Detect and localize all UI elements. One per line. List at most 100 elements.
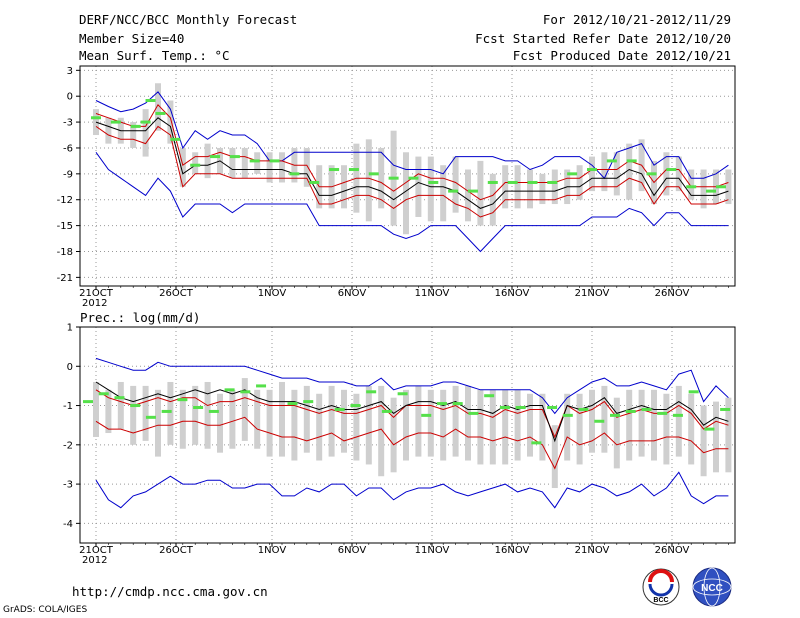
spread-box [576, 165, 583, 200]
y-tick-label: -9 [63, 169, 73, 180]
series-line-max [95, 91, 729, 180]
spread-box [564, 393, 571, 461]
observed-marker [348, 168, 359, 172]
observed-marker [190, 163, 201, 167]
observed-marker [193, 406, 204, 410]
spread-box [713, 401, 719, 473]
spread-box [527, 393, 533, 457]
spread-box [452, 156, 459, 213]
spread-box [576, 393, 583, 465]
bcc-logo: BCC [642, 568, 680, 606]
spread-box [415, 156, 422, 217]
spread-box [179, 147, 186, 187]
observed-marker [130, 124, 141, 128]
observed-marker [547, 406, 558, 410]
spread-box [365, 139, 372, 222]
spread-box [725, 169, 732, 205]
spread-box [105, 389, 112, 434]
observed-marker [428, 180, 439, 184]
y-tick-label: 3 [67, 66, 73, 77]
x-year-label: 2012 [82, 555, 107, 566]
series-line-min [95, 152, 729, 253]
observed-marker [594, 419, 605, 423]
forecast-started-date: Fcst Started Refer Date 2012/10/20 [475, 31, 731, 46]
spread-box [217, 393, 223, 453]
observed-marker [657, 411, 668, 415]
observed-marker [587, 168, 597, 172]
spread-box [403, 152, 409, 235]
spread-box [254, 389, 261, 449]
series-line-mean [95, 117, 729, 209]
observed-marker [507, 180, 518, 184]
spread-box [651, 389, 657, 461]
spread-box [353, 393, 360, 461]
spread-box [539, 173, 546, 205]
spread-box [341, 165, 347, 209]
observed-marker [269, 159, 280, 163]
spread-box [675, 156, 682, 192]
series-line-max [95, 357, 729, 415]
forecast-period: For 2012/10/21-2012/11/29 [542, 12, 731, 27]
observed-marker [688, 390, 699, 394]
observed-marker [224, 388, 235, 392]
spread-box [527, 169, 533, 209]
y-tick-label: -3 [63, 480, 73, 491]
spread-box [341, 389, 347, 453]
forecast-produced-date: Fcst Produced Date 2012/10/21 [512, 48, 731, 63]
observed-marker [646, 172, 657, 176]
observed-marker [562, 413, 573, 417]
spread-box [155, 389, 161, 457]
x-tick-label: 6NOV [338, 545, 367, 556]
x-tick-label: 26NOV [655, 288, 690, 299]
observed-marker [83, 400, 93, 404]
observed-marker [448, 189, 459, 193]
observed-marker [715, 185, 726, 189]
spread-box [688, 169, 695, 200]
observed-marker [208, 409, 219, 413]
observed-marker [626, 159, 637, 163]
spread-box [613, 397, 620, 469]
observed-marker [720, 407, 731, 411]
observed-marker [368, 172, 379, 176]
y-tick-label: -3 [63, 118, 73, 129]
observed-marker [329, 168, 340, 172]
source-url[interactable]: http://cmdp.ncc.cma.gov.cn [72, 584, 268, 599]
y-tick-label: -4 [63, 519, 73, 530]
spread-box [229, 389, 236, 449]
spread-box [539, 393, 546, 461]
spread-box [167, 100, 174, 144]
series-line-lower [95, 125, 729, 218]
observed-marker [110, 120, 121, 124]
spread-box [688, 393, 695, 465]
y-tick-label: -15 [57, 221, 73, 232]
spread-box [378, 385, 385, 477]
chart-title: DERF/NCC/BCC Monthly Forecast [79, 12, 298, 27]
spread-box [93, 109, 99, 136]
spread-box [365, 385, 372, 465]
spread-box [440, 165, 447, 222]
spread-box [204, 143, 211, 179]
variable-label: Mean Surf. Temp.: °C [79, 48, 230, 63]
spread-box [613, 152, 620, 196]
observed-marker [625, 409, 636, 413]
observed-marker [256, 384, 267, 388]
observed-marker [467, 189, 478, 193]
x-tick-label: 26OCT [159, 288, 194, 299]
spread-box [241, 147, 248, 179]
x-tick-label: 6NOV [338, 288, 367, 299]
spread-box [589, 156, 595, 192]
spread-box [700, 405, 707, 477]
spread-box [142, 109, 149, 157]
observed-marker [388, 176, 399, 180]
spread-box [638, 389, 645, 457]
observed-marker [309, 180, 320, 184]
spread-box [675, 385, 682, 457]
observed-marker [706, 189, 717, 193]
spread-box [105, 117, 112, 144]
observed-marker [334, 407, 345, 411]
spread-box [378, 147, 385, 209]
observed-marker [366, 390, 377, 394]
y-tick-label: -1 [63, 401, 73, 412]
observed-marker [210, 155, 221, 159]
grads-credit: GrADS: COLA/IGES [3, 605, 88, 615]
